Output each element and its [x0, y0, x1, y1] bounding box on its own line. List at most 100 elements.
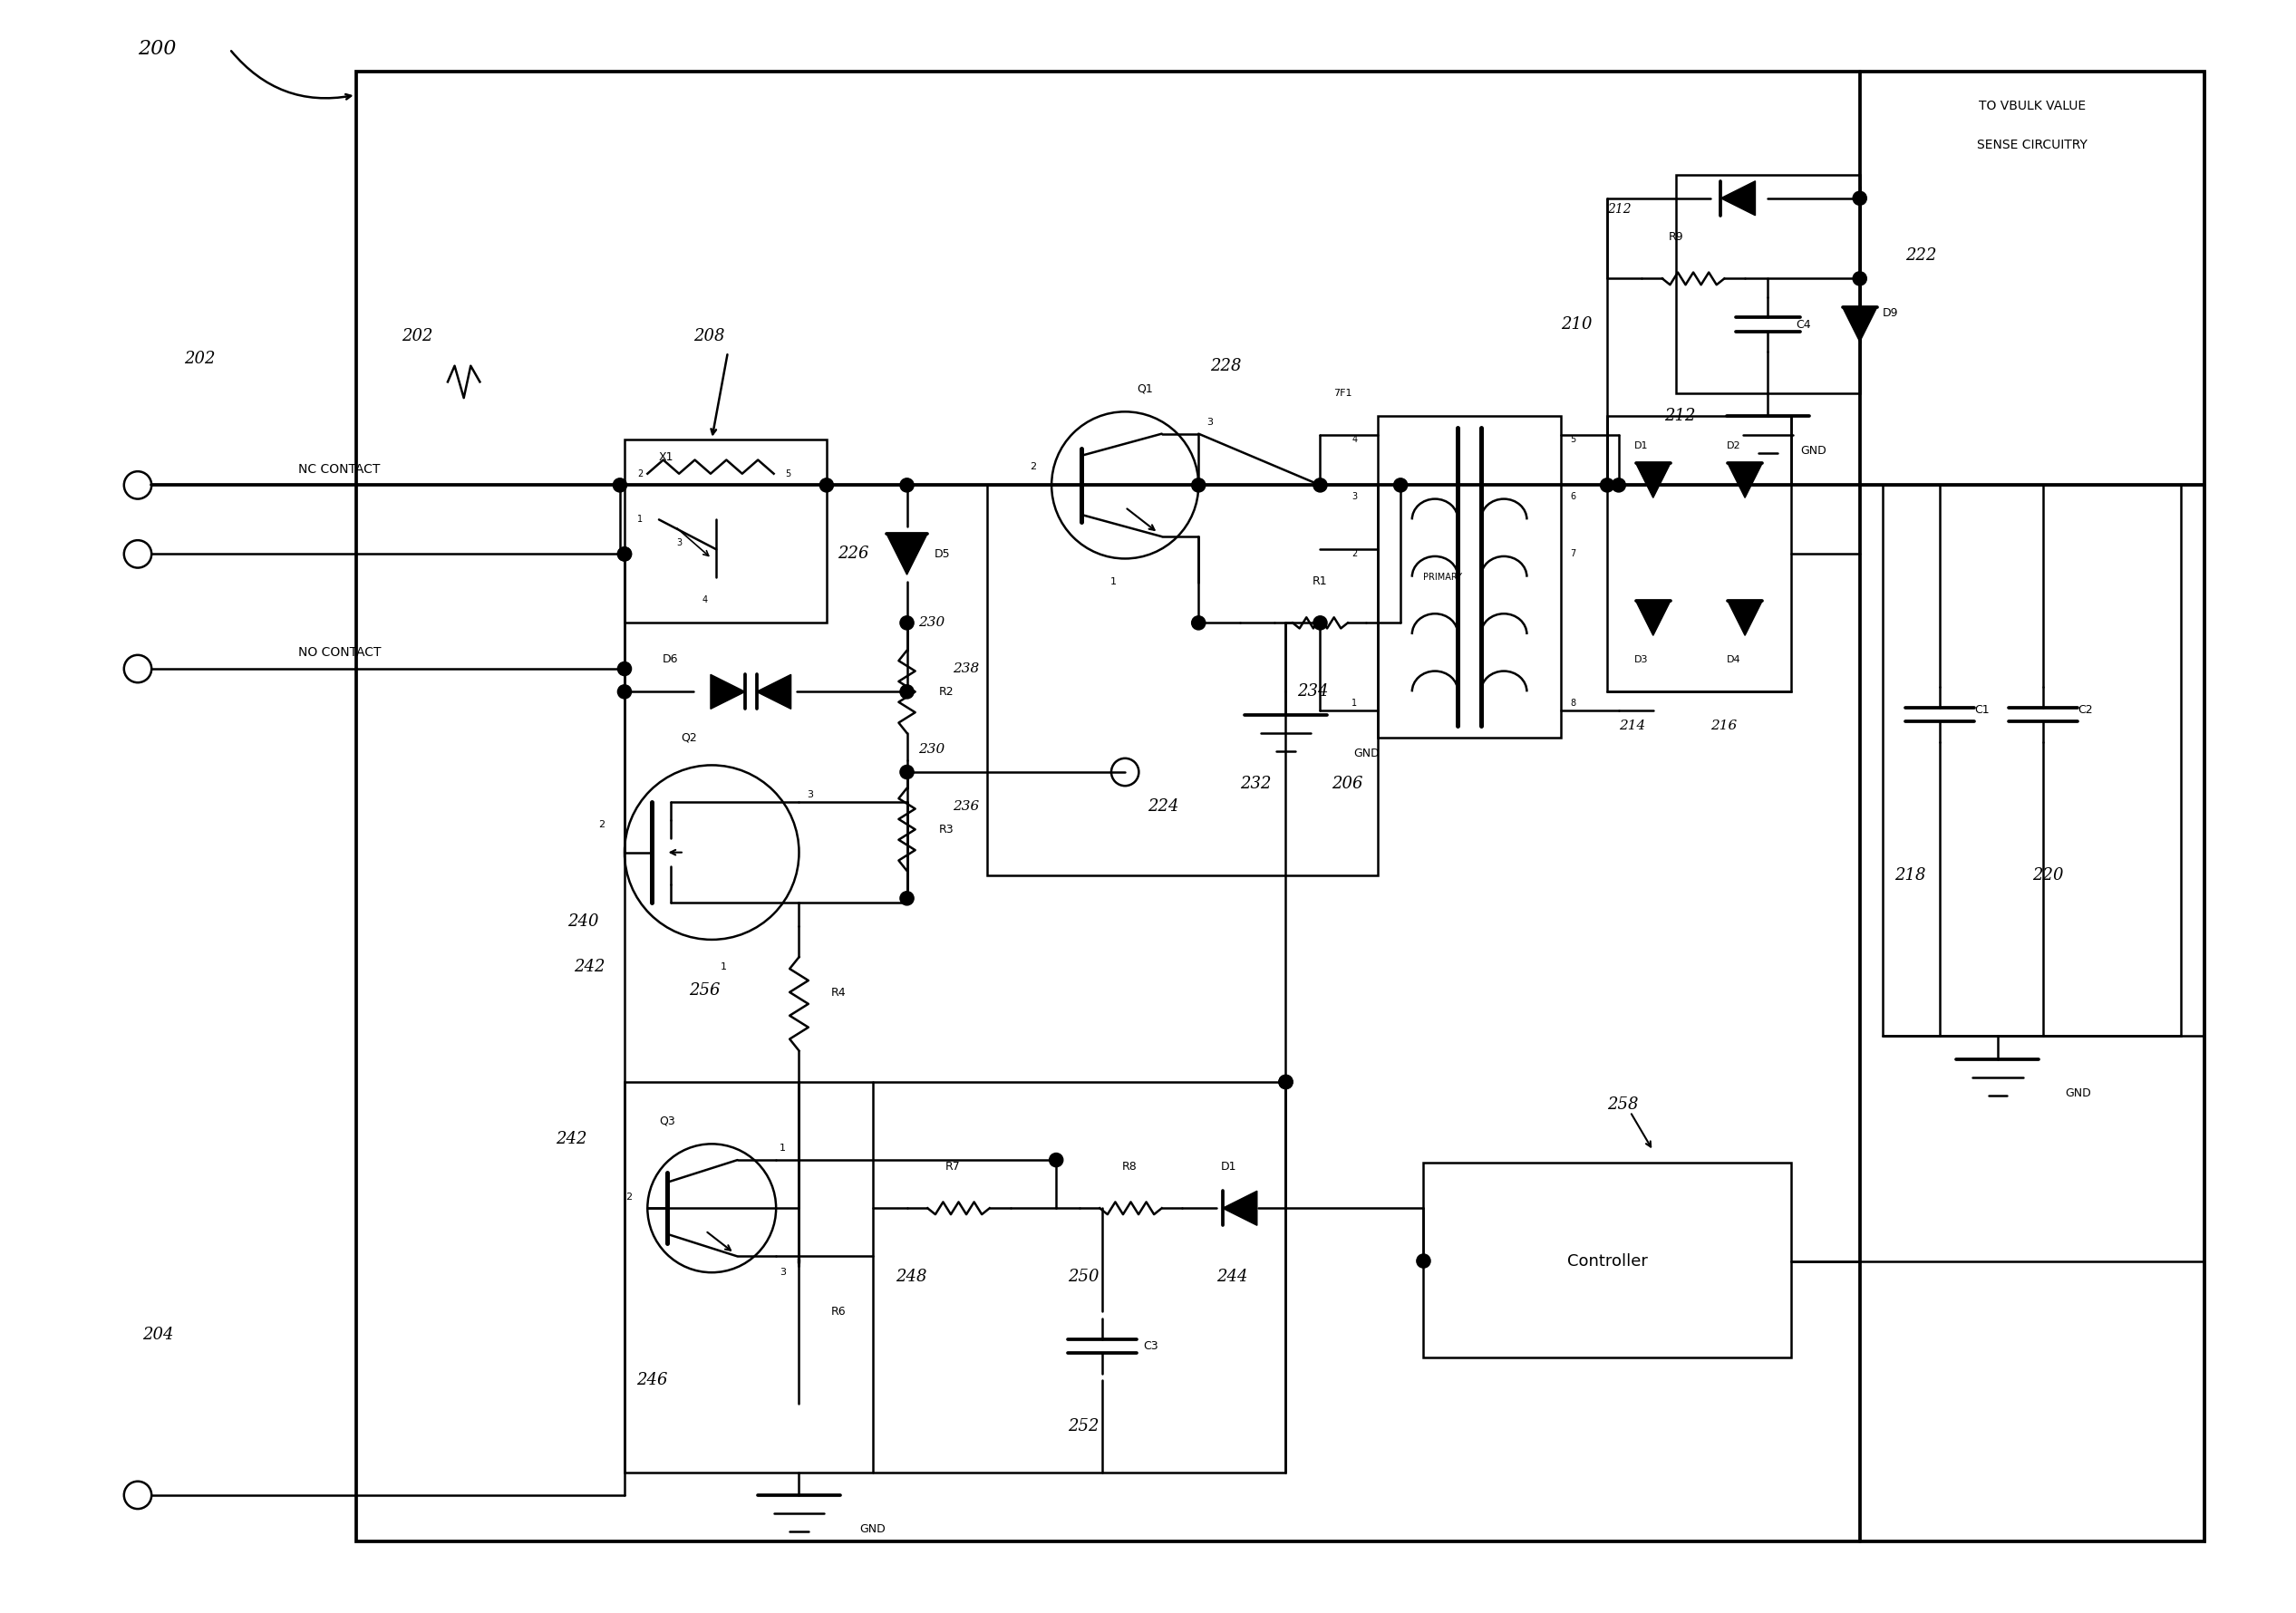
Text: TO VBULK VALUE: TO VBULK VALUE [1979, 100, 2085, 113]
Text: 256: 256 [689, 982, 721, 998]
Text: 4: 4 [1352, 436, 1357, 444]
Text: 220: 220 [2032, 868, 2064, 884]
Polygon shape [712, 674, 744, 710]
Circle shape [900, 892, 914, 905]
Text: 5: 5 [1570, 436, 1575, 444]
Text: 230: 230 [918, 742, 946, 755]
Text: D1: D1 [1221, 1161, 1235, 1173]
Text: NC CONTACT: NC CONTACT [298, 463, 381, 476]
Text: D2: D2 [1727, 442, 1740, 450]
Text: 3: 3 [808, 790, 813, 800]
Text: 3: 3 [781, 1268, 785, 1277]
Circle shape [1111, 758, 1139, 786]
Text: 244: 244 [1217, 1269, 1249, 1286]
Circle shape [1052, 411, 1199, 558]
Text: R2: R2 [939, 686, 955, 698]
Circle shape [618, 661, 631, 676]
Text: Q1: Q1 [1137, 382, 1153, 395]
Text: 200: 200 [138, 39, 177, 60]
Circle shape [1853, 192, 1867, 205]
Text: D6: D6 [664, 653, 677, 666]
Polygon shape [886, 534, 928, 574]
Text: 218: 218 [1894, 868, 1926, 884]
Text: 3: 3 [677, 539, 682, 547]
Text: GND: GND [2064, 1087, 2092, 1100]
Text: 228: 228 [1210, 358, 1242, 374]
Text: 242: 242 [574, 960, 606, 976]
Circle shape [625, 765, 799, 940]
Circle shape [618, 547, 631, 561]
Text: 216: 216 [1711, 719, 1738, 732]
Circle shape [1313, 616, 1327, 629]
Text: R1: R1 [1313, 576, 1327, 587]
Circle shape [1853, 271, 1867, 286]
Text: GND: GND [1352, 748, 1380, 760]
Text: C1: C1 [1975, 705, 1991, 716]
Bar [1883, 486, 2181, 1036]
Text: 2: 2 [1352, 550, 1357, 558]
Circle shape [124, 655, 152, 682]
Text: 250: 250 [1068, 1269, 1100, 1286]
Text: 246: 246 [636, 1373, 668, 1389]
Text: R8: R8 [1123, 1161, 1137, 1173]
Text: 252: 252 [1068, 1418, 1100, 1434]
Text: 204: 204 [142, 1326, 174, 1342]
Text: R7: R7 [946, 1161, 960, 1173]
Circle shape [900, 616, 914, 629]
Bar [356, 73, 2204, 1540]
Text: 2: 2 [599, 821, 604, 829]
Polygon shape [1221, 1190, 1258, 1226]
Text: 2: 2 [627, 1192, 631, 1202]
Text: 1: 1 [1111, 577, 1116, 586]
Text: 3: 3 [1352, 492, 1357, 502]
Text: 222: 222 [1906, 247, 1938, 265]
Circle shape [1279, 1074, 1293, 1089]
Circle shape [613, 479, 627, 492]
Text: 1: 1 [638, 515, 643, 524]
Circle shape [1612, 479, 1626, 492]
Circle shape [1600, 479, 1614, 492]
Text: 6: 6 [1570, 492, 1575, 502]
Text: X1: X1 [659, 452, 675, 463]
Circle shape [124, 1481, 152, 1508]
Bar [1607, 416, 1791, 692]
Text: 224: 224 [1148, 798, 1180, 815]
Text: GND: GND [1800, 445, 1828, 456]
Text: 226: 226 [838, 545, 870, 563]
Polygon shape [1841, 306, 1878, 342]
Bar [625, 1082, 1286, 1473]
Text: 212: 212 [1607, 203, 1632, 216]
Text: PRIMARY: PRIMARY [1424, 573, 1463, 582]
Bar [987, 486, 1378, 876]
Bar [625, 439, 827, 623]
Text: 8: 8 [1570, 698, 1575, 708]
Text: 2: 2 [638, 469, 643, 477]
Text: D4: D4 [1727, 655, 1740, 665]
Text: D5: D5 [934, 548, 951, 560]
Text: D3: D3 [1635, 655, 1649, 665]
Polygon shape [1727, 463, 1763, 498]
Text: 232: 232 [1240, 776, 1272, 792]
Circle shape [124, 540, 152, 568]
Polygon shape [755, 674, 790, 710]
Circle shape [618, 686, 631, 698]
Text: SENSE CIRCUITRY: SENSE CIRCUITRY [1977, 139, 2087, 152]
Text: 234: 234 [1297, 684, 1329, 700]
Polygon shape [1635, 602, 1669, 636]
Text: C2: C2 [2078, 705, 2094, 716]
Text: D9: D9 [1883, 306, 1899, 319]
Text: 240: 240 [567, 913, 599, 929]
Bar [1424, 1163, 1791, 1358]
Text: Controller: Controller [1566, 1253, 1649, 1269]
Text: NO CONTACT: NO CONTACT [298, 647, 381, 660]
Text: GND: GND [859, 1524, 886, 1536]
Text: 236: 236 [953, 800, 980, 813]
Text: 5: 5 [785, 469, 790, 477]
Text: 214: 214 [1619, 719, 1646, 732]
Text: 1: 1 [721, 963, 726, 971]
Text: Q2: Q2 [680, 732, 698, 744]
Circle shape [618, 547, 631, 561]
Text: 7: 7 [1570, 550, 1575, 558]
Circle shape [1192, 616, 1205, 629]
Circle shape [1049, 1153, 1063, 1166]
